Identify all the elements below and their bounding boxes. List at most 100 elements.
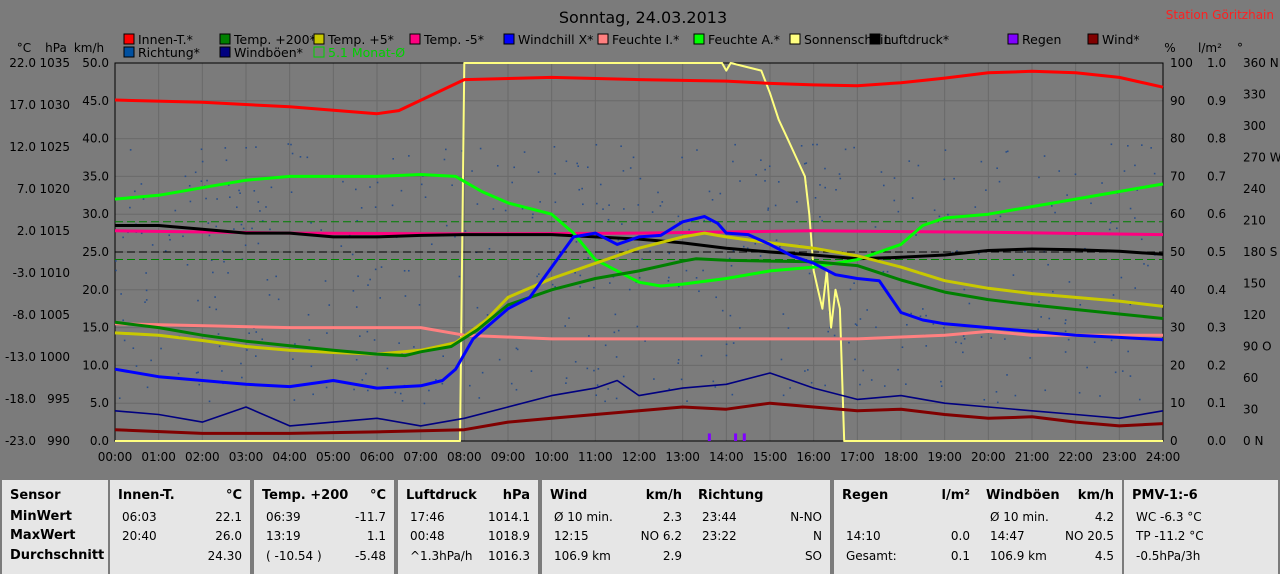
tick-label-humid: 0 — [1170, 434, 1178, 448]
direction-point — [780, 358, 783, 361]
series-line — [114, 173, 1164, 288]
x-tick-label: 14:00 — [709, 450, 744, 464]
direction-point — [443, 158, 446, 161]
direction-point — [244, 244, 247, 247]
direction-point — [481, 371, 484, 374]
cell-value: 2.3 — [662, 510, 682, 524]
direction-point — [564, 325, 567, 327]
direction-point — [168, 234, 171, 237]
direction-point — [1048, 317, 1051, 320]
direction-point — [404, 295, 407, 297]
direction-point — [714, 386, 717, 388]
cell-time: 00:48 — [410, 529, 445, 543]
direction-point — [905, 383, 907, 385]
direction-point — [812, 143, 814, 146]
direction-point — [996, 167, 998, 170]
direction-point — [458, 275, 461, 278]
direction-point — [730, 264, 733, 267]
direction-point — [537, 171, 540, 173]
legend-swatch — [1087, 33, 1099, 45]
direction-point — [553, 146, 556, 148]
legend-swatch — [789, 33, 801, 45]
direction-point — [796, 201, 798, 203]
tick-label-temp: -3.0 — [13, 266, 36, 280]
tick-label-wind: 15.0 — [82, 321, 109, 335]
direction-point — [1014, 394, 1017, 397]
direction-point — [554, 286, 556, 288]
direction-point — [355, 306, 358, 308]
direction-point — [677, 362, 680, 364]
direction-point — [680, 378, 683, 381]
direction-point — [596, 202, 598, 205]
direction-point — [715, 296, 717, 299]
legend-label: Temp. -5* — [423, 32, 484, 47]
weather-chart: Sonntag, 24.03.2013 Station Göritzhain I… — [4, 8, 1280, 464]
tick-label-dir: 30 — [1243, 403, 1258, 417]
direction-point — [255, 146, 257, 148]
direction-point — [224, 147, 227, 149]
direction-point — [593, 286, 595, 289]
direction-point — [816, 143, 818, 146]
direction-point — [227, 272, 229, 274]
cell-value: N-NO — [790, 510, 822, 524]
direction-point — [353, 388, 355, 391]
direction-point — [824, 384, 826, 387]
direction-point — [686, 400, 688, 402]
direction-point — [1134, 217, 1136, 219]
direction-point — [215, 225, 218, 228]
direction-point — [207, 222, 210, 224]
direction-point — [990, 337, 992, 339]
direction-point — [504, 209, 507, 212]
direction-point — [1064, 351, 1067, 353]
tick-label-humid: 90 — [1170, 94, 1185, 108]
direction-point — [848, 341, 850, 344]
direction-point — [366, 330, 369, 333]
direction-point — [174, 209, 177, 212]
direction-point — [287, 143, 290, 145]
direction-point — [342, 180, 344, 183]
direction-point — [576, 162, 578, 165]
direction-point — [251, 227, 253, 230]
direction-point — [215, 308, 218, 311]
direction-point — [844, 148, 847, 151]
direction-point — [320, 229, 323, 231]
direction-point — [1108, 228, 1111, 231]
tick-label-rain: 0.9 — [1207, 94, 1226, 108]
direction-point — [565, 382, 567, 384]
direction-point — [373, 339, 376, 341]
column-unit: °C — [225, 488, 242, 503]
direction-point — [1037, 328, 1039, 331]
direction-point — [1129, 207, 1132, 210]
direction-point — [536, 275, 538, 278]
cell-value: 2.9 — [662, 549, 682, 563]
direction-point — [530, 370, 533, 372]
x-tick-label: 24:00 — [1146, 450, 1181, 464]
direction-point — [657, 191, 659, 194]
direction-point — [515, 388, 518, 391]
direction-point — [257, 242, 260, 245]
direction-point — [880, 171, 883, 173]
direction-point — [367, 284, 369, 286]
direction-point — [441, 382, 444, 385]
column-unit: hPa — [502, 488, 530, 503]
direction-point — [367, 389, 369, 392]
x-tick-label: 19:00 — [927, 450, 962, 464]
legend-label: Temp. +200* — [233, 32, 316, 47]
direction-point — [1120, 276, 1123, 279]
direction-point — [1038, 300, 1040, 303]
direction-point — [711, 199, 714, 201]
legend-swatch — [313, 46, 325, 58]
direction-point — [208, 400, 211, 403]
direction-point — [764, 168, 766, 171]
cell-time: WC -6.3 °C — [1136, 510, 1202, 524]
direction-point — [854, 323, 857, 325]
table-column: Windböen km/h Ø 10 min. 4.2 14:47 NO 20.5 106.… — [978, 480, 1122, 574]
direction-point — [677, 285, 680, 288]
direction-point — [974, 206, 977, 208]
direction-point — [779, 246, 781, 248]
direction-point — [208, 234, 211, 237]
direction-point — [963, 338, 966, 340]
direction-point — [253, 190, 256, 192]
direction-point — [310, 222, 312, 224]
direction-point — [617, 239, 620, 241]
